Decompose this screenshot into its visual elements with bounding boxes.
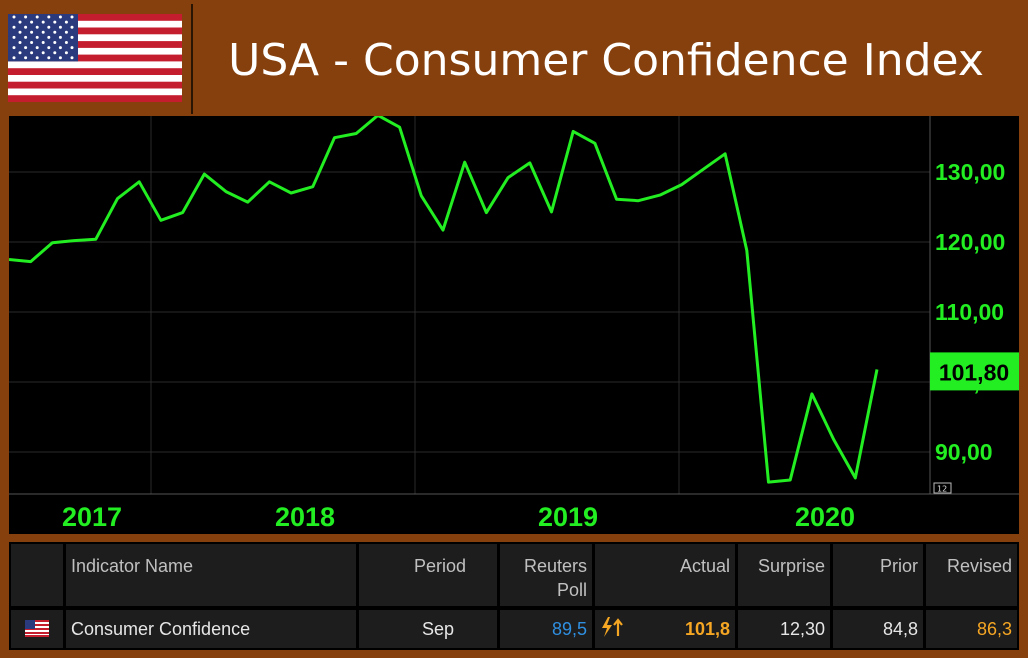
y-tick-label: 90,00 bbox=[935, 439, 993, 465]
period-marker-box bbox=[933, 482, 952, 494]
header-cell-actual: Actual bbox=[595, 544, 735, 606]
last-value-label: 101,80 bbox=[939, 359, 1009, 385]
header-reuters-line2: Poll bbox=[556, 580, 587, 600]
y-tick-label: 130,00 bbox=[935, 159, 1005, 185]
row-cell-period: Sep bbox=[359, 610, 497, 648]
header-cell-indicator: Indicator Name bbox=[66, 544, 356, 606]
header-cell-flag bbox=[11, 544, 63, 606]
header-reuters-line1: Reuters bbox=[523, 556, 587, 576]
series-line bbox=[9, 116, 879, 484]
row-surprise: 12,30 bbox=[779, 619, 825, 639]
row-cell-indicator: Consumer Confidence bbox=[66, 610, 356, 648]
row-cell-reuters: 89,5 bbox=[500, 610, 592, 648]
x-year-label: 2020 bbox=[795, 502, 855, 532]
page-title: USA - Consumer Confidence Index bbox=[228, 35, 984, 86]
last-value-badge bbox=[930, 352, 1019, 391]
header-cell-reuters: Reuters Poll bbox=[500, 544, 592, 606]
y-tick-label: 110,00 bbox=[935, 299, 1004, 325]
row-period: Sep bbox=[421, 619, 454, 639]
header-divider bbox=[191, 4, 193, 114]
header-period: Period bbox=[413, 556, 466, 576]
x-year-label: 2019 bbox=[538, 502, 598, 532]
row-cell-actual: 101,8 bbox=[595, 610, 735, 648]
us-flag-icon bbox=[8, 14, 182, 102]
header-cell-revised: Revised bbox=[926, 544, 1017, 606]
period-marker-label: 12 bbox=[937, 485, 947, 494]
data-table: Indicator Name Period Reuters Poll Actua… bbox=[9, 542, 1019, 650]
y-tick-label: 120,00 bbox=[935, 229, 1005, 255]
header-revised: Revised bbox=[946, 556, 1012, 576]
x-year-label: 2018 bbox=[275, 502, 335, 532]
row-revised: 86,3 bbox=[976, 619, 1012, 639]
header-actual: Actual bbox=[679, 556, 730, 576]
row-cell-surprise: 12,30 bbox=[738, 610, 830, 648]
header-surprise: Surprise bbox=[757, 556, 825, 576]
row-cell-prior: 84,8 bbox=[833, 610, 923, 648]
header-cell-prior: Prior bbox=[833, 544, 923, 606]
row-reuters-poll: 89,5 bbox=[551, 619, 587, 639]
row-prior: 84,8 bbox=[882, 619, 918, 639]
header-prior: Prior bbox=[879, 556, 918, 576]
header-indicator: Indicator Name bbox=[71, 556, 194, 576]
x-year-label: 2017 bbox=[62, 502, 122, 532]
row-indicator: Consumer Confidence bbox=[71, 619, 251, 639]
row-cell-revised: 86,3 bbox=[926, 610, 1017, 648]
row-actual: 101,8 bbox=[684, 619, 730, 639]
us-flag-small-icon bbox=[25, 620, 49, 637]
surprise-up-arrow-icon bbox=[602, 617, 623, 637]
header-cell-period: Period bbox=[359, 544, 497, 606]
header-cell-surprise: Surprise bbox=[738, 544, 830, 606]
header-bar: USA - Consumer Confidence Index bbox=[0, 0, 1028, 115]
row-cell-flag bbox=[11, 610, 63, 648]
